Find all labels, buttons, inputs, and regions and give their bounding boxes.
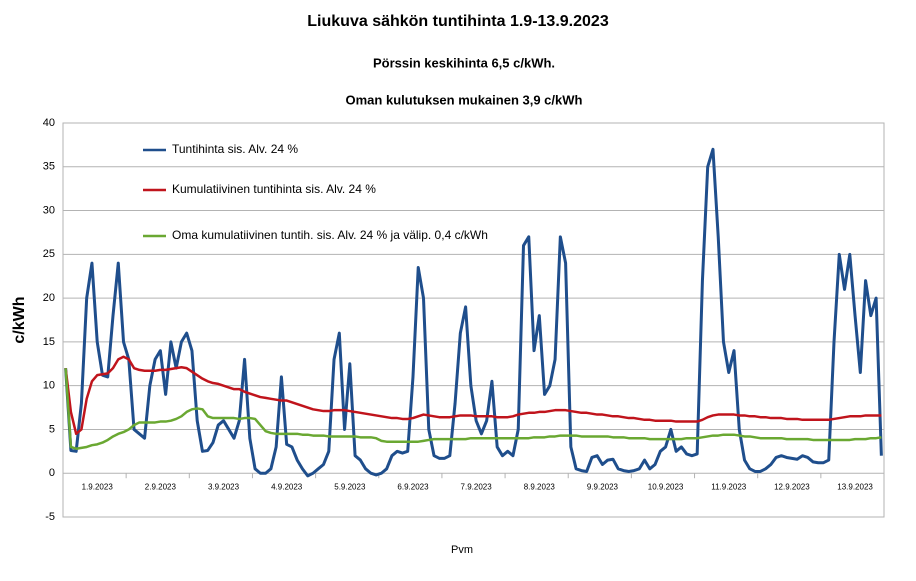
x-tick-label: 3.9.2023: [208, 482, 240, 491]
legend-label: Kumulatiivinen tuntihinta sis. Alv. 24 %: [172, 182, 376, 196]
y-tick-label: 35: [43, 161, 55, 173]
series-line: [64, 355, 882, 436]
x-tick-label: 6.9.2023: [397, 482, 429, 491]
legend-label: Tuntihinta sis. Alv. 24 %: [172, 142, 298, 156]
y-tick-label: 15: [43, 336, 55, 348]
x-tick-label: 9.9.2023: [587, 482, 619, 491]
series-line: [64, 147, 883, 478]
x-tick-label: 11.9.2023: [711, 482, 747, 491]
chart-subtitle: Oman kulutuksen mukainen 3,9 c/kWh: [346, 92, 583, 107]
chart-subtitle: Pörssin keskihinta 6,5 c/kWh.: [373, 55, 555, 70]
y-tick-label: 30: [43, 204, 55, 216]
chart-title: Liukuva sähkön tuntihinta 1.9-13.9.2023: [307, 13, 609, 30]
x-tick-label: 10.9.2023: [648, 482, 684, 491]
y-tick-label: 25: [43, 248, 55, 260]
plot-border: [62, 122, 885, 518]
series-line: [64, 368, 882, 450]
x-tick-label: 2.9.2023: [145, 482, 177, 491]
y-tick-label: 0: [49, 467, 55, 479]
y-axis-label: c/kWh: [11, 296, 28, 343]
x-tick-label: 12.9.2023: [774, 482, 810, 491]
x-tick-label: 13.9.2023: [837, 482, 873, 491]
x-tick-label: 5.9.2023: [334, 482, 366, 491]
x-tick-label: 1.9.2023: [82, 482, 114, 491]
legend-label: Oma kumulatiivinen tuntih. sis. Alv. 24 …: [172, 228, 488, 242]
y-tick-label: -5: [45, 511, 55, 523]
y-tick-label: 10: [43, 380, 55, 392]
y-tick-label: 5: [49, 423, 55, 435]
x-axis-label: Pvm: [451, 544, 473, 556]
y-tick-label: 40: [43, 117, 55, 129]
x-tick-label: 4.9.2023: [271, 482, 303, 491]
x-tick-label: 8.9.2023: [524, 482, 556, 491]
x-tick-label: 7.9.2023: [461, 482, 493, 491]
y-tick-label: 20: [43, 292, 55, 304]
